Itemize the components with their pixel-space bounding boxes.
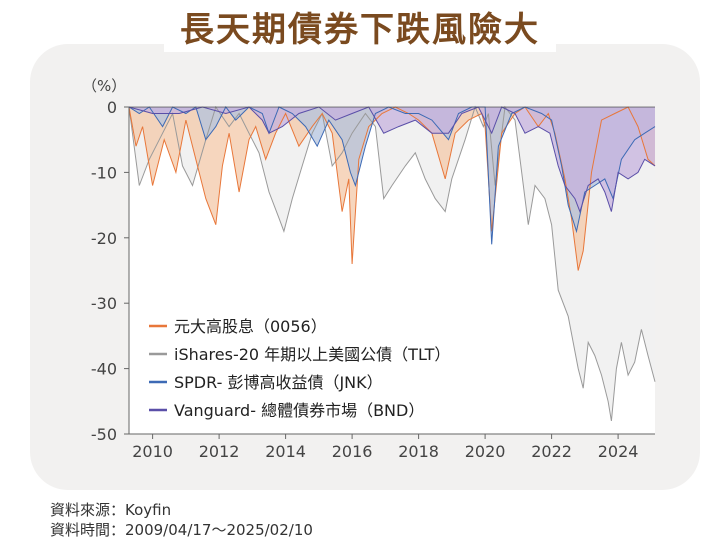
series-area-0 [129, 107, 655, 271]
x-tick-label: 2018 [398, 442, 439, 461]
source-note: 資料來源：Koyfin [50, 501, 172, 519]
x-tick-label: 2010 [132, 442, 173, 461]
x-tick-label: 2024 [598, 442, 639, 461]
x-ticks: 2010 2012 2014 2016 2018 2020 2022 2024 [132, 434, 638, 461]
axes [128, 106, 655, 435]
legend: 元大高股息（0056） iShares-20 年期以上美國公債（TLT） SPDR-… [149, 317, 450, 420]
series-line-1 [128, 105, 656, 421]
legend-label: iShares-20 年期以上美國公債（TLT） [174, 345, 450, 364]
y-tick-label: -40 [91, 360, 117, 379]
legend-label: Vanguard- 總體債券市場（BND） [174, 401, 424, 420]
title-wrap: 長天期債券下跌風險大 [0, 8, 720, 52]
y-ticks: 0 -10 -20 -30 -40 -50 [91, 98, 129, 444]
x-tick-label: 2020 [465, 442, 506, 461]
y-axis-label: （%） [82, 77, 126, 95]
period-note: 資料時間：2009/04/17～2025/02/10 [50, 521, 313, 539]
x-tick-label: 2014 [265, 442, 306, 461]
series-area-3 [129, 107, 655, 212]
legend-label: SPDR- 彭博高收益債（JNK） [174, 373, 383, 392]
y-tick-label: -10 [91, 163, 117, 182]
series-line-0 [128, 106, 656, 271]
x-tick-label: 2022 [531, 442, 572, 461]
chart-title: 長天期債券下跌風險大 [164, 8, 556, 52]
x-tick-label: 2016 [332, 442, 373, 461]
y-tick-label: -30 [91, 294, 117, 313]
y-tick-label: -50 [91, 425, 117, 444]
legend-label: 元大高股息（0056） [174, 317, 327, 336]
y-tick-label: 0 [107, 98, 117, 117]
y-tick-label: -20 [91, 229, 117, 248]
footer: 資料來源：Koyfin 資料時間：2009/04/17～2025/02/10 [50, 500, 313, 540]
series-line-3 [128, 106, 656, 214]
x-tick-label: 2012 [199, 442, 240, 461]
